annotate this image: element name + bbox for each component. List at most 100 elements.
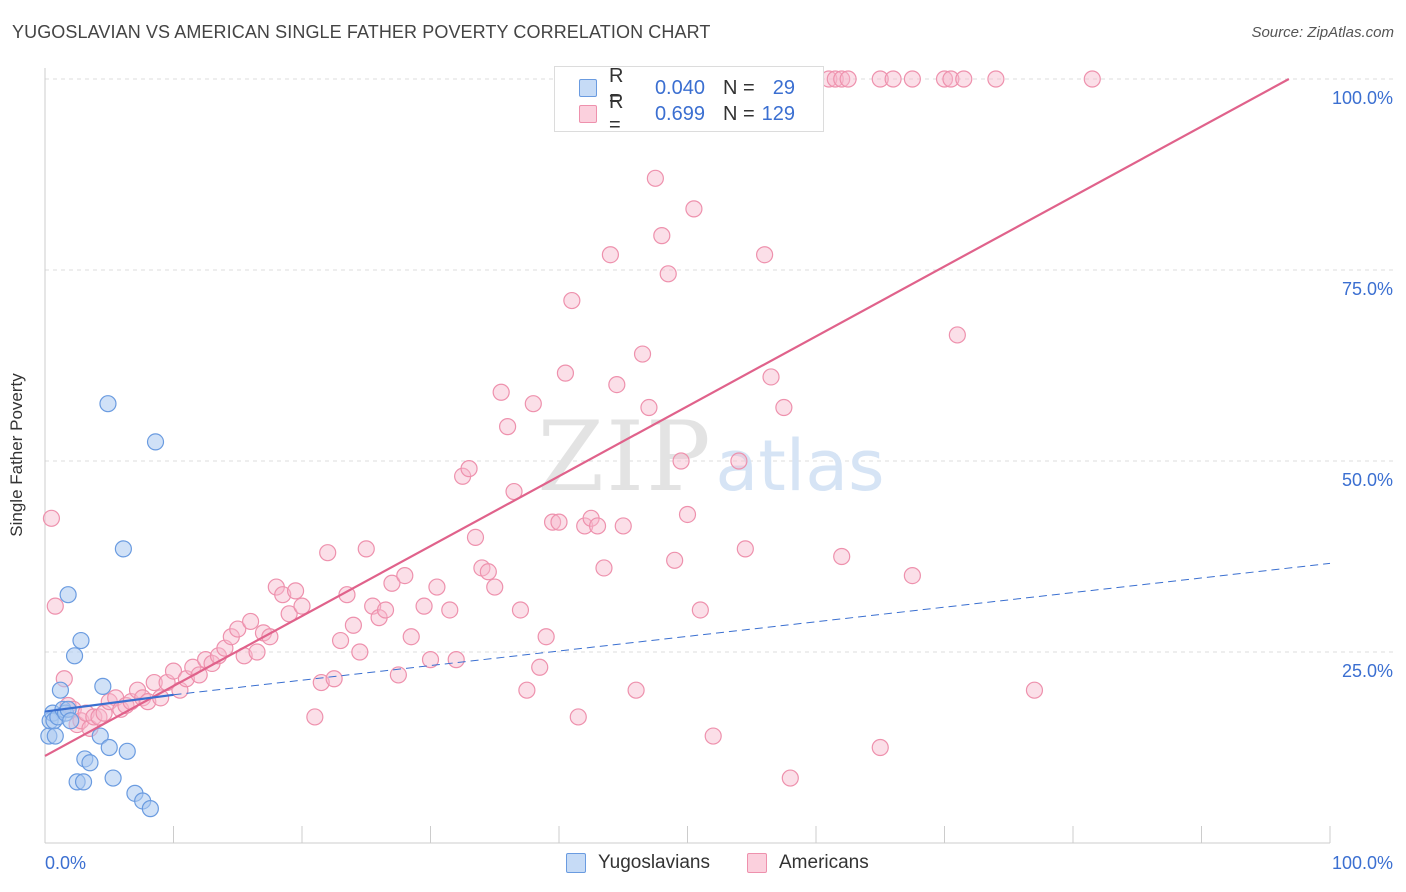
american-point (762, 368, 780, 386)
american-point (531, 658, 549, 676)
yugoslavians-legend-swatch (566, 853, 586, 873)
american-point (42, 509, 61, 527)
y-tick-label: 100.0% (1332, 88, 1393, 108)
american-point (569, 708, 587, 726)
n-label: N = (723, 102, 755, 125)
y-tick-label: 75.0% (1342, 279, 1393, 299)
american-point (595, 559, 613, 577)
american-point (775, 398, 793, 417)
american-point (588, 517, 607, 535)
americans-swatch (579, 105, 597, 123)
yugoslavian-point (72, 631, 90, 650)
yugoslavian-point (141, 800, 159, 818)
american-point (46, 597, 64, 615)
american-point (383, 574, 401, 592)
american-point (627, 681, 645, 699)
x-tick-label: 100.0% (1332, 853, 1393, 873)
american-point (466, 528, 485, 547)
r-value: 0.699 (654, 102, 705, 125)
yugoslavians-trendline-extension (173, 562, 1331, 696)
american-point (306, 708, 324, 726)
y-axis-label: Single Father Poverty (7, 373, 26, 537)
legend-item-americans[interactable]: Americans (747, 852, 869, 874)
chart-title: YUGOSLAVIAN VS AMERICAN SINGLE FATHER PO… (12, 22, 711, 42)
american-point (646, 169, 664, 187)
american-point (672, 452, 690, 470)
yugoslavian-point (62, 712, 80, 730)
american-point (550, 513, 568, 531)
american-point (415, 597, 433, 615)
yugoslavian-point (114, 540, 132, 558)
american-point (357, 540, 375, 558)
american-point (614, 517, 632, 535)
x-tick-label: 0.0% (45, 853, 86, 873)
american-point (871, 70, 889, 88)
american-point (685, 200, 703, 218)
american-point (942, 70, 960, 88)
stats-row-yugoslavians: R = 0.040 N = 29 (579, 65, 795, 110)
american-point (736, 540, 754, 558)
n-value: 29 (772, 76, 795, 99)
watermark: ZIP atlas (537, 401, 884, 513)
american-point (730, 452, 748, 470)
american-point (396, 566, 414, 585)
american-point (537, 628, 555, 646)
series-legend: Yugoslavians Americans (0, 852, 1406, 876)
r-value: 0.040 (654, 76, 705, 99)
yugoslavian-point (99, 395, 117, 413)
american-point (479, 563, 497, 581)
american-point (286, 582, 305, 600)
american-point (492, 383, 510, 401)
yugoslavian-point (59, 586, 77, 604)
american-point (402, 628, 420, 646)
american-point (903, 566, 921, 585)
american-point (376, 601, 395, 619)
stats-legend: R = 0.040 N = 29 R = 0.699 N = 129 (554, 65, 824, 136)
n-value: 129 (761, 102, 795, 125)
american-point (441, 601, 459, 619)
watermark-zip: ZIP (537, 401, 712, 513)
american-point (691, 601, 709, 619)
watermark-atlas: atlas (715, 425, 884, 507)
yugoslavian-point (146, 433, 165, 451)
american-point (164, 662, 183, 680)
american-point (145, 673, 163, 692)
american-point (428, 578, 446, 596)
american-point (421, 651, 440, 669)
source-label: Source: ZipAtlas.com (1251, 24, 1394, 41)
american-point (518, 681, 536, 699)
american-point (659, 265, 677, 283)
american-point (1025, 681, 1044, 699)
american-point (704, 727, 722, 745)
american-point (884, 70, 902, 88)
american-point (325, 670, 343, 688)
r-label: R = (609, 91, 624, 136)
american-point (563, 291, 581, 310)
y-tick-label: 25.0% (1342, 661, 1393, 681)
trend-layer (44, 78, 1331, 757)
legend-item-yugoslavians[interactable]: Yugoslavians (566, 852, 710, 874)
american-point (543, 513, 562, 531)
yugoslavian-point (74, 773, 93, 791)
yugoslavian-point (104, 769, 122, 787)
american-point (833, 70, 851, 88)
american-point (826, 70, 844, 88)
american-point (608, 376, 626, 394)
stats-row-americans: R = 0.699 N = 129 (579, 91, 795, 136)
american-point (1083, 70, 1101, 88)
yugoslavian-point (94, 677, 112, 695)
american-point (987, 70, 1005, 88)
american-point (755, 246, 774, 264)
american-point (678, 505, 697, 524)
american-point (524, 395, 542, 413)
american-point (85, 708, 103, 726)
yugoslavian-point (100, 738, 118, 757)
american-point (319, 544, 337, 562)
american-point (601, 246, 620, 264)
n-label: N = (723, 76, 755, 99)
points-layer (40, 70, 1101, 818)
american-point (274, 586, 292, 604)
american-point (833, 547, 851, 566)
american-point (229, 620, 247, 638)
american-point (903, 70, 921, 88)
